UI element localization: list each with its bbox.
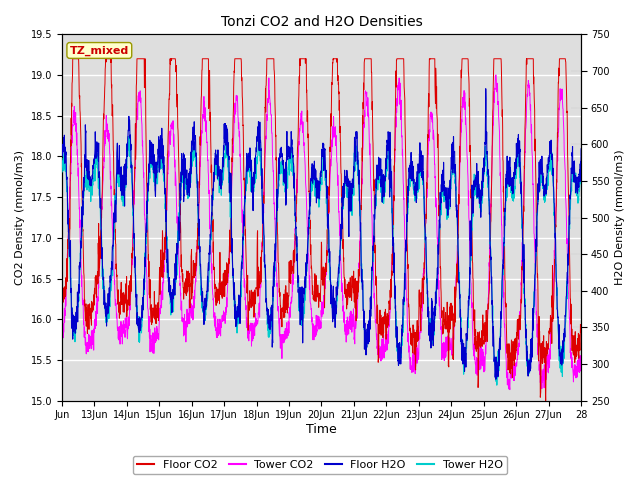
Floor H2O (222, 131, 230, 136)
Floor CO2 (570, 348, 578, 353)
Title: Tonzi CO2 and H2O Densities: Tonzi CO2 and H2O Densities (221, 15, 422, 29)
Tower H2O (221, 133, 229, 139)
Tower CO2 (577, 359, 585, 365)
Tower CO2 (508, 370, 515, 375)
Tower CO2 (58, 336, 66, 342)
Floor CO2 (353, 311, 360, 316)
Floor CO2 (69, 56, 77, 61)
Legend: Floor CO2, Tower CO2, Floor H2O, Tower H2O: Floor CO2, Tower CO2, Floor H2O, Tower H… (133, 456, 507, 474)
Tower CO2 (506, 387, 514, 393)
Floor CO2 (110, 176, 118, 181)
Line: Floor CO2: Floor CO2 (62, 59, 581, 401)
Tower H2O (478, 195, 486, 201)
Tower CO2 (477, 342, 485, 348)
Floor CO2 (577, 326, 585, 332)
Floor H2O (477, 197, 485, 203)
Floor CO2 (222, 272, 230, 278)
Floor CO2 (58, 306, 66, 312)
Text: TZ_mixed: TZ_mixed (70, 45, 129, 56)
Floor H2O (570, 162, 578, 168)
Floor H2O (353, 132, 360, 138)
Tower CO2 (110, 262, 118, 268)
Floor H2O (577, 146, 585, 152)
Floor CO2 (507, 355, 515, 361)
Floor H2O (492, 376, 500, 382)
Tower H2O (577, 163, 585, 169)
Line: Tower CO2: Tower CO2 (62, 75, 581, 390)
Floor H2O (508, 175, 515, 181)
Floor H2O (482, 86, 490, 92)
Line: Tower H2O: Tower H2O (62, 136, 581, 385)
Floor H2O (58, 145, 66, 151)
Y-axis label: CO2 Density (mmol/m3): CO2 Density (mmol/m3) (15, 150, 25, 285)
Tower H2O (110, 237, 118, 243)
Tower H2O (570, 174, 578, 180)
Tower H2O (58, 169, 66, 175)
Y-axis label: H2O Density (mmol/m3): H2O Density (mmol/m3) (615, 150, 625, 285)
Floor CO2 (542, 398, 550, 404)
Line: Floor H2O: Floor H2O (62, 89, 581, 379)
Tower H2O (508, 183, 515, 189)
Tower H2O (353, 149, 360, 155)
Tower CO2 (570, 368, 578, 374)
Floor CO2 (478, 330, 486, 336)
X-axis label: Time: Time (306, 423, 337, 436)
Tower CO2 (492, 72, 499, 78)
Tower H2O (493, 382, 500, 388)
Floor H2O (110, 210, 118, 216)
Tower CO2 (353, 314, 360, 320)
Tower CO2 (222, 312, 230, 318)
Tower H2O (222, 142, 230, 147)
